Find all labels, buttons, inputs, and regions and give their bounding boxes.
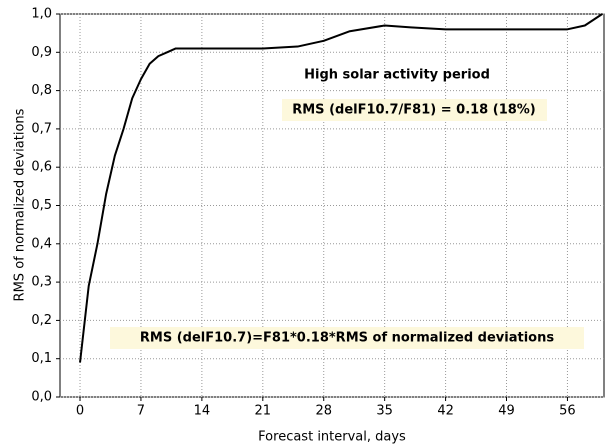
- y-tick-label: 0,0: [31, 390, 52, 405]
- y-tick-label: 0,6: [31, 160, 52, 175]
- y-tick-label: 0,1: [31, 351, 52, 366]
- x-tick-label: 42: [437, 404, 454, 419]
- x-axis-label: Forecast interval, days: [258, 430, 406, 445]
- x-tick-label: 14: [194, 404, 211, 419]
- y-tick-label: 0,4: [31, 236, 52, 251]
- y-axis-label: RMS of normalized deviations: [13, 108, 28, 301]
- y-tick-label: 0,5: [31, 198, 52, 213]
- data-line: [79, 13, 603, 363]
- x-tick-label: 49: [498, 404, 515, 419]
- x-tick-label: 35: [376, 404, 393, 419]
- y-tick-label: 0,3: [31, 275, 52, 290]
- x-tick-label: 7: [137, 404, 145, 419]
- y-tick-label: 1,0: [31, 7, 52, 22]
- annotation-box: [282, 99, 547, 121]
- y-tick-label: 0,9: [31, 45, 52, 60]
- annotation: High solar activity period: [304, 68, 490, 83]
- annotation: RMS (delF10.7)=F81*0.18*RMS of normalize…: [140, 331, 554, 346]
- y-tick-label: 0,2: [31, 313, 52, 328]
- x-tick-label: 56: [559, 404, 576, 419]
- y-tick-label: 0,7: [31, 121, 52, 136]
- x-tick-label: 0: [76, 404, 84, 419]
- x-tick-label: 21: [255, 404, 272, 419]
- annotation: RMS (delF10.7/F81) = 0.18 (18%): [292, 103, 536, 118]
- y-tick-label: 0,8: [31, 83, 52, 98]
- x-tick-label: 28: [315, 404, 332, 419]
- annotation-box: [110, 327, 584, 349]
